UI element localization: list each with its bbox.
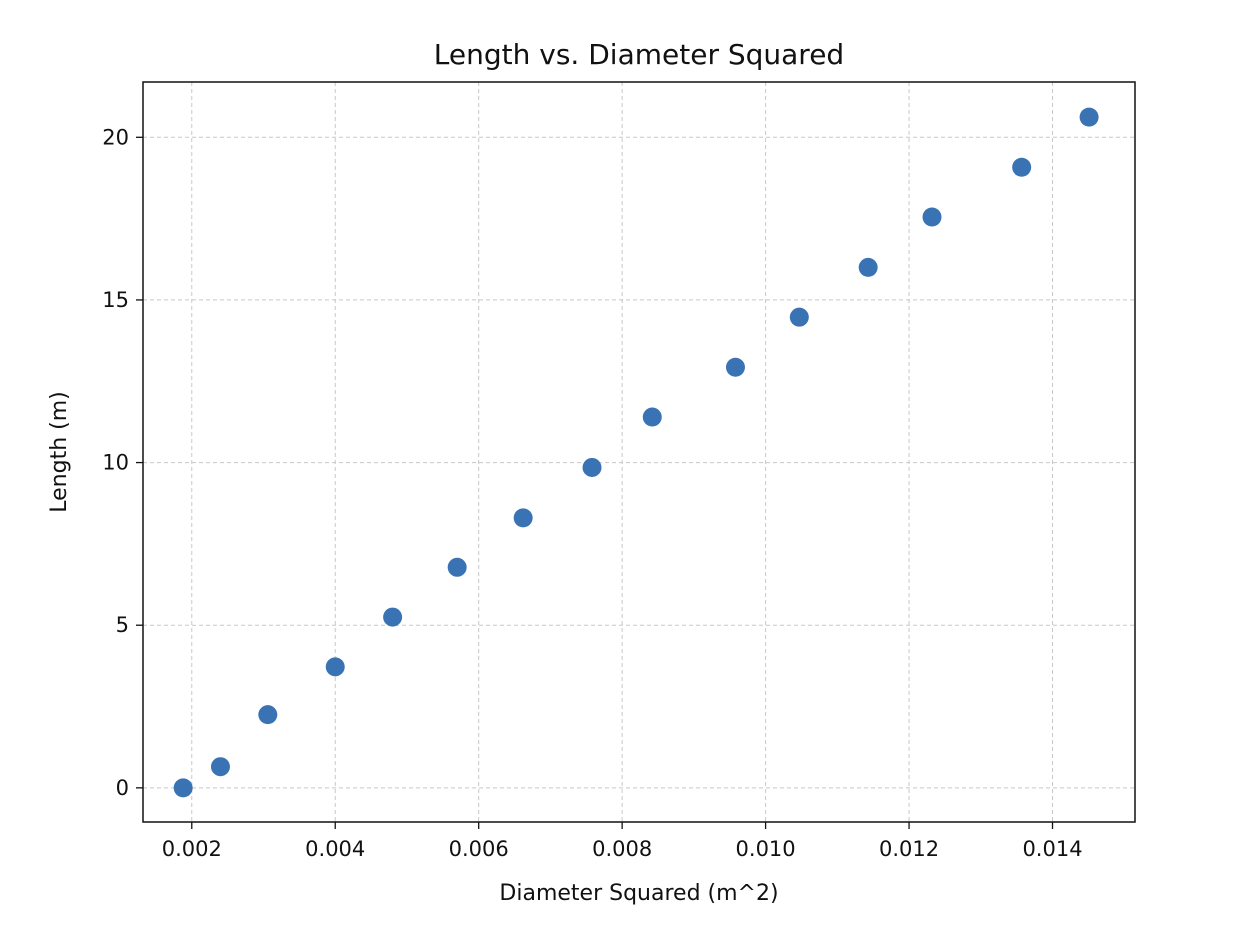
y-axis-label: Length (m) (47, 391, 72, 512)
scatter-point (447, 557, 467, 577)
y-tick-label: 15 (102, 288, 129, 312)
scatter-point (1012, 157, 1032, 177)
x-tick-label: 0.010 (736, 837, 796, 861)
x-axis-label: Diameter Squared (m^2) (499, 881, 778, 906)
x-tick-label: 0.006 (449, 837, 509, 861)
plot-area-frame (142, 81, 1136, 823)
scatter-point (922, 207, 942, 227)
y-tick-label: 10 (102, 451, 129, 475)
x-tick-label: 0.002 (162, 837, 222, 861)
y-tick-label: 0 (116, 776, 129, 800)
y-tick-label: 5 (116, 613, 129, 637)
scatter-point (513, 508, 533, 528)
axis-ticks: 0.002 0.004 0.006 0.008 0.010 0.012 0.014 0 5 10 1… (102, 125, 1082, 861)
scatter-point (642, 407, 662, 427)
scatter-point (858, 257, 878, 277)
scatter-point (789, 307, 809, 327)
scatter-point (383, 607, 403, 627)
scatter-point (173, 778, 193, 798)
scatter-point (258, 705, 278, 725)
chart-title: Length vs. Diameter Squared (434, 38, 844, 71)
scatter-point (210, 757, 230, 777)
scatter-point (725, 357, 745, 377)
x-tick-label: 0.012 (879, 837, 939, 861)
scatter-point (1079, 107, 1099, 127)
x-tick-label: 0.004 (305, 837, 365, 861)
scatter-point (582, 457, 602, 477)
y-tick-label: 20 (102, 125, 129, 149)
x-tick-label: 0.008 (592, 837, 652, 861)
data-points (173, 107, 1099, 798)
x-tick-label: 0.014 (1022, 837, 1082, 861)
scatter-point (325, 657, 345, 677)
grid-lines (143, 82, 1135, 822)
